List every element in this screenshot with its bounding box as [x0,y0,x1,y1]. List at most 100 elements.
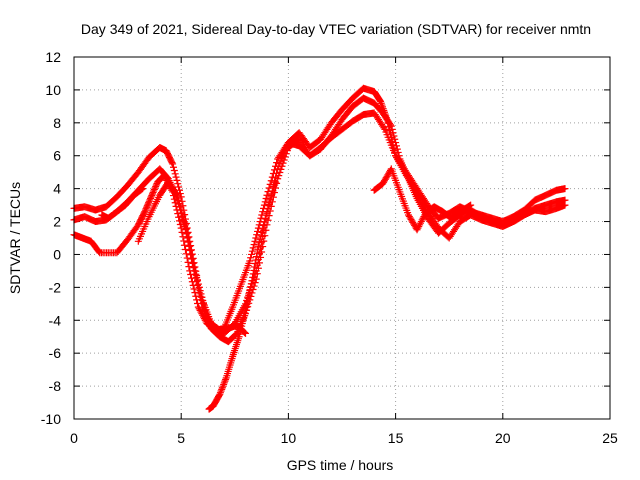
y-tick-label: -10 [41,411,61,427]
data-point [273,159,281,167]
data-point [254,227,262,235]
data-point [415,222,423,230]
data-point [380,124,388,132]
data-point [183,254,191,262]
data-point [383,172,391,180]
data-point [268,173,276,181]
data-point [260,237,268,245]
data-point [149,188,157,196]
data-point [247,283,255,291]
x-tick-label: 5 [177,430,185,446]
data-point [246,286,254,294]
data-point [180,215,188,223]
data-point [245,292,253,300]
y-tick-label: 4 [53,181,61,197]
data-point [414,224,422,232]
data-point [269,187,277,195]
data-point [174,194,182,202]
data-point [177,224,185,232]
data-point [242,306,250,314]
data-point [244,295,252,303]
data-point [270,184,278,192]
data-point [409,218,417,226]
y-tick-label: -2 [49,279,62,295]
data-point [248,250,256,258]
data-point [263,191,271,199]
data-point [246,257,254,265]
data-point [279,159,287,167]
data-point [258,248,266,256]
data-point [183,229,191,237]
data-point [271,181,279,189]
data-point [147,194,155,202]
data-point [188,278,196,286]
data-point [262,226,270,234]
data-point [141,208,149,216]
data-point [243,300,251,308]
series-trace-6 [370,165,475,234]
data-point [171,170,179,178]
data-point [148,190,156,198]
data-point [189,259,197,267]
y-tick-label: -6 [49,345,62,361]
data-point [184,258,192,266]
data-point [231,331,239,339]
data-point [252,234,260,242]
data-point [142,205,150,213]
data-point [379,180,387,188]
data-point [201,316,209,324]
data-point [419,214,427,222]
data-point [191,267,199,275]
data-point [249,244,257,252]
data-point [408,217,416,225]
data-point [175,200,183,208]
data-point [467,201,475,209]
data-point [174,180,182,188]
data-point [179,212,187,220]
x-axis-label: GPS time / hours [287,457,394,473]
data-point [253,231,261,239]
data-point [262,211,270,219]
data-point [393,145,401,153]
data-point [216,389,224,397]
data-point [255,221,263,229]
data-point [406,214,414,222]
data-point [386,121,394,129]
data-point [173,176,181,184]
data-point [254,224,262,232]
data-point [255,239,263,247]
data-point [253,249,261,257]
data-point [181,241,189,249]
data-point [266,196,274,204]
data-point [148,191,156,199]
data-point [405,212,413,220]
data-point [266,199,274,207]
data-points [70,84,569,413]
data-point [410,220,418,228]
data-point [256,235,264,243]
data-point [193,277,201,285]
data-point [260,201,268,209]
data-point [382,174,390,182]
x-tick-label: 10 [281,430,297,446]
data-point [177,206,185,214]
data-point [146,196,154,204]
data-point [389,129,397,137]
x-tick-label: 25 [602,430,618,446]
data-point [242,329,250,337]
data-point [144,200,152,208]
series-trace-2 [70,94,569,346]
data-point [184,234,192,242]
data-point [139,185,147,193]
x-tick-label: 15 [388,430,404,446]
x-tick-label: 0 [70,430,78,446]
data-point [416,219,424,227]
data-point [241,329,249,337]
data-point [145,199,153,207]
data-point [145,197,153,205]
data-point [254,264,262,272]
data-point [141,206,149,214]
data-point [173,191,181,199]
chart-title: Day 349 of 2021, Sidereal Day-to-day VTE… [81,21,591,37]
chart-title-text: Day 349 of 2021, Sidereal Day-to-day VTE… [81,21,591,37]
